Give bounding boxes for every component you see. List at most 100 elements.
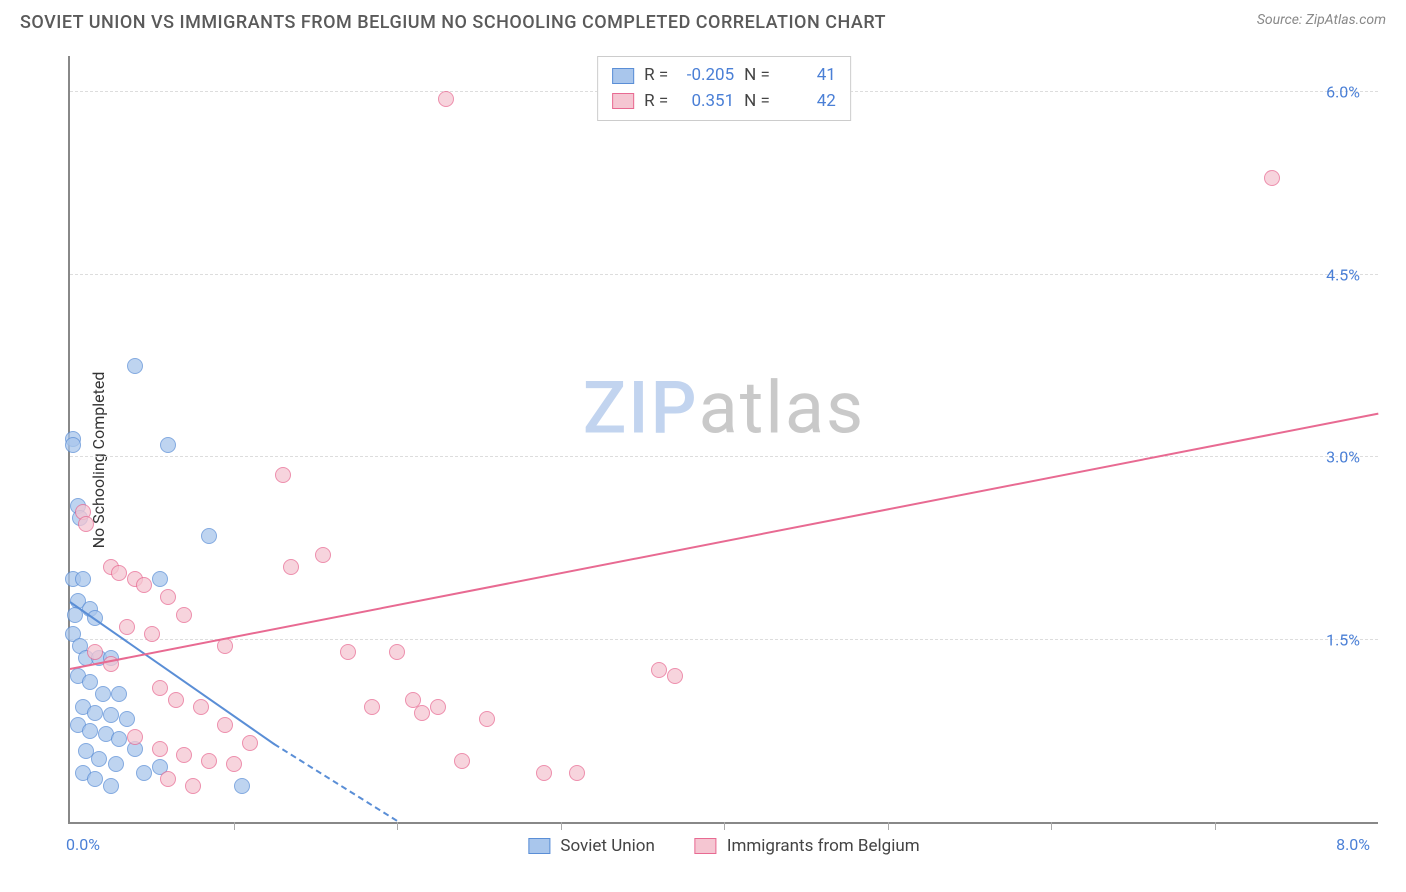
- chart-container: No Schooling Completed ZIPatlas R = -0.2…: [20, 48, 1386, 872]
- data-point: [127, 358, 143, 374]
- source-name: ZipAtlas.com: [1306, 12, 1386, 28]
- r-label-2: R =: [644, 89, 668, 115]
- data-point: [152, 741, 168, 757]
- data-point: [283, 559, 299, 575]
- x-tick: [888, 822, 889, 830]
- gridline: [70, 456, 1378, 457]
- data-point: [160, 437, 176, 453]
- data-point: [414, 705, 430, 721]
- y-tick-label: 1.5%: [1326, 630, 1360, 649]
- data-point: [111, 686, 127, 702]
- watermark-atlas: atlas: [699, 366, 866, 451]
- data-point: [111, 565, 127, 581]
- data-point: [1264, 170, 1280, 186]
- data-point: [103, 778, 119, 794]
- data-point: [193, 699, 209, 715]
- series-1-swatch: [612, 68, 634, 84]
- data-point: [201, 753, 217, 769]
- data-point: [234, 778, 250, 794]
- gridline: [70, 639, 1378, 640]
- data-point: [152, 680, 168, 696]
- data-point: [87, 771, 103, 787]
- series-legend-item-2: Immigrants from Belgium: [695, 836, 920, 856]
- data-point: [136, 577, 152, 593]
- r-label-1: R =: [644, 63, 668, 89]
- series-2-swatch: [612, 93, 634, 109]
- data-point: [65, 437, 81, 453]
- n-label-1: N =: [744, 63, 770, 89]
- gridline: [70, 274, 1378, 275]
- data-point: [119, 619, 135, 635]
- data-point: [217, 717, 233, 733]
- data-point: [389, 644, 405, 660]
- trend-line: [70, 413, 1378, 670]
- source-prefix: Source:: [1257, 12, 1306, 28]
- data-point: [95, 686, 111, 702]
- data-point: [82, 723, 98, 739]
- trend-line: [69, 601, 275, 745]
- data-point: [651, 662, 667, 678]
- data-point: [87, 644, 103, 660]
- data-point: [479, 711, 495, 727]
- source-attribution: Source: ZipAtlas.com: [1257, 12, 1386, 28]
- data-point: [315, 547, 331, 563]
- watermark-zip: ZIP: [583, 366, 699, 451]
- data-point: [152, 571, 168, 587]
- data-point: [242, 735, 258, 751]
- data-point: [168, 692, 184, 708]
- series-1-swatch-bottom: [528, 838, 550, 854]
- data-point: [226, 756, 242, 772]
- series-2-swatch-bottom: [695, 838, 717, 854]
- data-point: [201, 528, 217, 544]
- data-point: [176, 747, 192, 763]
- data-point: [144, 626, 160, 642]
- data-point: [82, 674, 98, 690]
- series-1-name: Soviet Union: [560, 836, 654, 856]
- correlation-legend: R = -0.205 N = 41 R = 0.351 N = 42: [597, 56, 851, 121]
- data-point: [119, 711, 135, 727]
- data-point: [127, 729, 143, 745]
- data-point: [569, 765, 585, 781]
- series-1-r-value: -0.205: [678, 63, 734, 89]
- data-point: [430, 699, 446, 715]
- series-2-r-value: 0.351: [678, 89, 734, 115]
- data-point: [438, 91, 454, 107]
- data-point: [667, 668, 683, 684]
- data-point: [108, 756, 124, 772]
- data-point: [87, 705, 103, 721]
- data-point: [275, 467, 291, 483]
- data-point: [340, 644, 356, 660]
- data-point: [185, 778, 201, 794]
- n-label-2: N =: [744, 89, 770, 115]
- data-point: [75, 571, 91, 587]
- data-point: [91, 751, 107, 767]
- x-tick: [397, 822, 398, 830]
- x-tick: [234, 822, 235, 830]
- data-point: [136, 765, 152, 781]
- y-tick-label: 6.0%: [1326, 83, 1360, 102]
- series-2-name: Immigrants from Belgium: [727, 836, 920, 856]
- x-tick: [724, 822, 725, 830]
- data-point: [176, 607, 192, 623]
- y-tick-label: 3.0%: [1326, 448, 1360, 467]
- x-axis-min-label: 0.0%: [66, 835, 100, 854]
- data-point: [111, 731, 127, 747]
- x-axis-max-label: 8.0%: [1336, 835, 1370, 854]
- data-point: [536, 765, 552, 781]
- series-2-n-value: 42: [780, 89, 836, 115]
- chart-title: SOVIET UNION VS IMMIGRANTS FROM BELGIUM …: [20, 12, 886, 33]
- x-tick: [1051, 822, 1052, 830]
- data-point: [160, 589, 176, 605]
- y-tick-label: 4.5%: [1326, 265, 1360, 284]
- data-point: [78, 516, 94, 532]
- data-point: [454, 753, 470, 769]
- data-point: [364, 699, 380, 715]
- data-point: [103, 707, 119, 723]
- correlation-legend-row-2: R = 0.351 N = 42: [612, 89, 836, 115]
- data-point: [160, 771, 176, 787]
- series-legend: Soviet Union Immigrants from Belgium: [528, 836, 919, 856]
- correlation-legend-row-1: R = -0.205 N = 41: [612, 63, 836, 89]
- series-legend-item-1: Soviet Union: [528, 836, 654, 856]
- x-tick: [561, 822, 562, 830]
- watermark: ZIPatlas: [583, 366, 865, 451]
